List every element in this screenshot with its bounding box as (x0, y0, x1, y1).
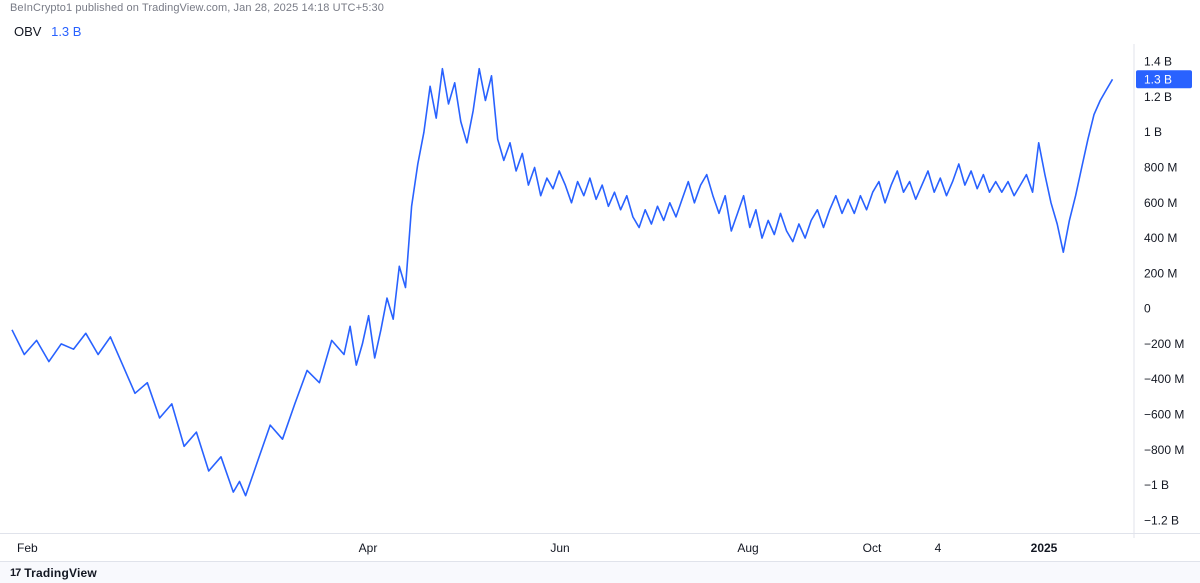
tv-logo-mark: 17 (10, 567, 20, 579)
indicator-name: OBV (14, 24, 41, 39)
time-axis[interactable]: Feb Apr Jun Aug Oct 4 2025 (0, 533, 1200, 561)
tradingview-logo[interactable]: 17 TradingView (10, 566, 97, 580)
y-tick-label: −600 M (1144, 408, 1184, 422)
y-tick-label: −200 M (1144, 337, 1184, 351)
obv-series-line (12, 69, 1113, 496)
y-tick-label: 0 (1144, 302, 1151, 316)
y-tick-label: 1 B (1144, 125, 1162, 139)
y-tick-label: 1.2 B (1144, 90, 1172, 104)
tradingview-chart-container: BeInCrypto1 published on TradingView.com… (0, 0, 1200, 583)
x-tick-label: Feb (17, 541, 38, 555)
y-tick-label: −1.2 B (1144, 513, 1179, 527)
y-tick-label: −1 B (1144, 478, 1169, 492)
y-tick-label: 200 M (1144, 266, 1177, 280)
x-tick-label: Oct (863, 541, 882, 555)
tv-logo-text: TradingView (24, 566, 97, 580)
y-tick-label: 400 M (1144, 231, 1177, 245)
svg-text:1.3 B: 1.3 B (1144, 72, 1172, 86)
chart-plot-area[interactable]: 1.4 B 1.2 B 1 B 800 M 600 M 400 M 200 M 0 −200 M… (0, 44, 1200, 533)
chart-svg: 1.4 B 1.2 B 1 B 800 M 600 M 400 M 200 M 0 −200 M… (0, 44, 1200, 538)
y-tick-label: −400 M (1144, 372, 1184, 386)
y-tick-label: −800 M (1144, 443, 1184, 457)
x-tick-label: 2025 (1031, 541, 1058, 555)
footer-bar: 17 TradingView (0, 561, 1200, 583)
x-tick-label: 4 (935, 541, 942, 555)
attribution-bar: BeInCrypto1 published on TradingView.com… (0, 0, 1200, 20)
y-tick-label: 800 M (1144, 161, 1177, 175)
y-tick-label: 1.4 B (1144, 55, 1172, 69)
attribution-text: BeInCrypto1 published on TradingView.com… (10, 2, 384, 14)
indicator-value: 1.3 B (51, 24, 81, 39)
x-tick-label: Aug (737, 541, 758, 555)
indicator-legend[interactable]: OBV 1.3 B (0, 20, 1200, 44)
x-tick-label: Apr (359, 541, 378, 555)
x-tick-label: Jun (550, 541, 569, 555)
x-axis-svg: Feb Apr Jun Aug Oct 4 2025 (0, 534, 1200, 562)
last-value-tag: 1.3 B (1136, 70, 1192, 88)
y-tick-label: 600 M (1144, 196, 1177, 210)
